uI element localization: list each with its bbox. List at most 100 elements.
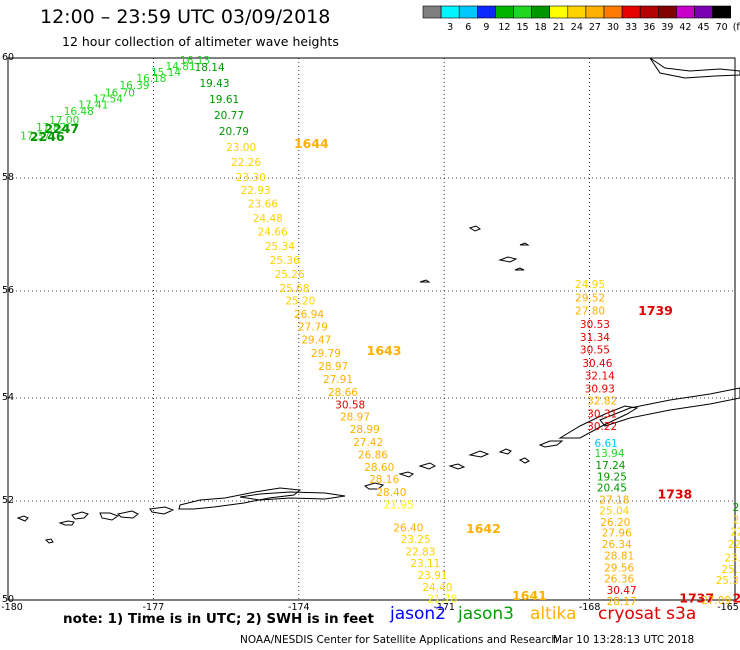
legend-cryosat-s3a: cryosat s3a xyxy=(598,604,697,624)
scale-label: 27 xyxy=(589,22,601,33)
wave-height-label: 23.00 xyxy=(226,142,256,154)
wave-height-label: 26.86 xyxy=(358,449,388,461)
wave-height-label: 21.95 xyxy=(384,499,414,511)
wave-height-label: 17.41 xyxy=(78,99,108,111)
map-frame xyxy=(7,57,736,601)
wave-height-label: 17.54 xyxy=(93,93,123,105)
axis-ticks: 60 58 56 54 52 50-180 -177 -174 -171 -168 -165 xyxy=(1,52,739,613)
wave-height-label: 28.97 xyxy=(318,361,348,373)
wave-height-label: 23.25 xyxy=(401,534,431,546)
pass-time-label: 1738 xyxy=(657,486,692,501)
wave-height-label: 30.53 xyxy=(580,319,610,331)
wave-height-label: 30.47 xyxy=(607,585,637,597)
wave-height-label: 30.22 xyxy=(587,421,617,433)
wave-height-label: 29.79 xyxy=(311,348,341,360)
wave-height-label: 23.30 xyxy=(236,172,266,184)
track: 24.95 29.5227.8030.5331.3430.5530.4632.14… xyxy=(575,279,714,608)
track: 202322.122.823.8025.1625.39 27.092 xyxy=(701,502,740,607)
scale-swatch xyxy=(712,5,731,19)
wave-height-label: 28.66 xyxy=(328,387,358,399)
pass-time-label: 2246 xyxy=(30,129,65,144)
wave-height-label: 28.17 xyxy=(607,596,637,608)
wave-height-label: 19.61 xyxy=(209,94,239,106)
wave-height-label: 23 xyxy=(733,514,740,526)
wave-height-label: 28.97 xyxy=(340,412,370,424)
wave-height-label: 30.93 xyxy=(585,384,615,396)
wave-height-label: 28.81 xyxy=(604,550,634,562)
wave-height-label: 30.58 xyxy=(335,399,365,411)
legend-note: note: 1) Time is in UTC; 2) SWH is in fe… xyxy=(63,611,374,627)
altimeter-tracks: 16.1314.8115.1416.1816.3916.7017.5417.41… xyxy=(20,55,740,608)
lon-tick-label: -177 xyxy=(143,602,165,613)
wave-height-label: 29.52 xyxy=(575,293,605,305)
track: 16.1314.8115.1416.1816.3916.7017.5417.41… xyxy=(20,55,210,144)
wave-height-label: 27.42 xyxy=(353,437,383,449)
footer-timestamp: Mar 10 13:28:13 UTC 2018 xyxy=(553,634,695,646)
pass-time-label: 1641 xyxy=(512,588,547,603)
wave-height-label: 28.99 xyxy=(350,424,380,436)
lat-tick-label: 50 xyxy=(2,594,14,605)
wave-height-label: 16.48 xyxy=(64,106,94,118)
wave-height-label: 24.48 xyxy=(253,213,283,225)
scale-label: 39 xyxy=(661,22,673,33)
wave-height-label: 22.83 xyxy=(405,546,435,558)
coastline xyxy=(16,57,740,544)
wave-height-label: 21.78 xyxy=(427,594,457,606)
wave-height-label: 17.00 xyxy=(49,115,79,127)
lon-tick-label: -165 xyxy=(717,602,739,613)
wave-height-label: 20.45 xyxy=(597,483,627,495)
wave-height-label: 25.04 xyxy=(599,505,629,517)
wave-height-label: 27.18 xyxy=(599,494,629,506)
pass-time-label: 1644 xyxy=(294,136,329,151)
scale-label: 15 xyxy=(517,22,529,33)
legend-jason3: jason3 xyxy=(458,604,514,624)
wave-height-label: 27.79 xyxy=(298,322,328,334)
wave-height-label: 25.16 xyxy=(721,564,740,576)
wave-height-label: 26.20 xyxy=(600,517,630,529)
pass-time-label: 2247 xyxy=(44,121,79,136)
lat-tick-label: 54 xyxy=(2,392,14,403)
wave-height-label: 22.1 xyxy=(730,527,740,539)
lon-tick-label: -171 xyxy=(433,602,455,613)
wave-height-label: 28.60 xyxy=(364,462,394,474)
scale-label: 30 xyxy=(607,22,619,33)
wave-height-label: 22.26 xyxy=(231,157,261,169)
wave-height-label: 17.82 xyxy=(36,122,66,134)
wave-height-label: 17.24 xyxy=(595,460,625,472)
footer-credit: NOAA/NESDIS Center for Satellite Applica… xyxy=(240,634,558,646)
legend-jason2: jason2 xyxy=(390,604,446,624)
map-title: 12:00 – 23:59 UTC 03/09/2018 xyxy=(40,6,331,28)
wave-height-label: 17.37 xyxy=(20,131,50,143)
wave-height-label: 27.09 xyxy=(701,595,731,607)
wave-height-label: 31.34 xyxy=(580,332,610,344)
pass-time-label: 1737 xyxy=(679,591,714,606)
wave-height-label: 26.40 xyxy=(393,523,423,535)
pass-time-label: 1739 xyxy=(638,303,673,318)
wave-height-label: 26.36 xyxy=(604,574,634,586)
pass-time-label: 1643 xyxy=(367,343,402,358)
scale-label: 12 xyxy=(498,22,510,33)
wave-height-label: 25.26 xyxy=(275,269,305,281)
wave-height-label: 20 xyxy=(733,502,740,514)
lat-tick-label: 60 xyxy=(2,52,14,63)
wave-height-label: 26.34 xyxy=(602,539,632,551)
wave-height-label: 26.94 xyxy=(294,309,324,321)
scale-label: 45 xyxy=(698,22,710,33)
wave-height-label: 23.66 xyxy=(248,198,278,210)
wave-height-label: 20.77 xyxy=(214,110,244,122)
lat-tick-label: 58 xyxy=(2,172,14,183)
wave-height-label: 27.96 xyxy=(602,528,632,540)
lat-tick-label: 52 xyxy=(2,495,14,506)
wave-height-label: 30.55 xyxy=(580,345,610,357)
scale-label: 21 xyxy=(553,22,565,33)
lon-tick-label: -174 xyxy=(288,602,310,613)
wave-height-label: 19.43 xyxy=(199,78,229,90)
wave-height-label: 28.40 xyxy=(376,487,406,499)
lon-tick-label: -180 xyxy=(1,602,23,613)
wave-height-label: 23.80 xyxy=(724,552,740,564)
wave-height-label: 16.39 xyxy=(119,80,149,92)
wave-height-label: 25.20 xyxy=(285,295,315,307)
wave-height-label: 25.68 xyxy=(279,283,309,295)
